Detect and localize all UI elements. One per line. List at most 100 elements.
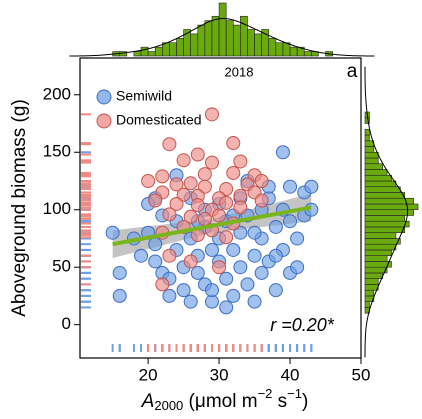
point xyxy=(226,165,241,180)
point xyxy=(197,211,212,226)
x-hist-bar xyxy=(133,51,142,57)
y-density-curve xyxy=(364,66,409,358)
y-hist-bar xyxy=(364,169,388,176)
point xyxy=(148,237,163,252)
point xyxy=(169,177,184,192)
legend-label: Domesticated xyxy=(116,112,202,128)
point xyxy=(176,187,191,202)
x-hist-bar xyxy=(190,33,199,57)
panel-frame xyxy=(79,57,362,359)
y-hist-bar xyxy=(364,249,392,257)
x-tick-label: 20 xyxy=(139,365,158,384)
y-tick-label: 0 xyxy=(62,314,71,333)
point xyxy=(112,265,127,280)
point xyxy=(183,254,198,269)
fit-line xyxy=(112,205,312,247)
point xyxy=(219,182,234,197)
point xyxy=(247,294,262,309)
y-tick-label: 100 xyxy=(43,199,71,218)
x-hist-bar xyxy=(275,42,284,57)
x-hist-bar xyxy=(254,33,262,57)
y-hist-bar xyxy=(364,174,392,182)
x-hist-bar xyxy=(232,24,241,57)
y-hist-bar xyxy=(364,180,397,188)
y-hist-bar xyxy=(364,226,406,234)
point xyxy=(268,219,283,234)
point xyxy=(233,225,248,240)
point xyxy=(141,173,156,188)
point xyxy=(183,209,198,224)
x-label-exp: −1 xyxy=(287,386,302,401)
y-hist-bar xyxy=(364,301,370,308)
point xyxy=(176,283,191,298)
y-hist-bar xyxy=(364,134,370,142)
y-hist-bar xyxy=(364,238,401,245)
point xyxy=(148,193,163,208)
y-hist-bar xyxy=(364,157,379,165)
x-hist-bar xyxy=(282,42,291,57)
point xyxy=(226,288,241,303)
point xyxy=(204,155,219,170)
point xyxy=(105,225,120,240)
x-tick-label: 40 xyxy=(281,365,300,384)
x-hist-bar xyxy=(147,51,156,57)
point xyxy=(190,265,205,280)
y-hist-bar xyxy=(364,220,410,228)
point xyxy=(134,248,149,263)
legend-marker xyxy=(96,89,112,105)
point xyxy=(268,248,283,263)
point xyxy=(304,179,319,194)
x-hist-bar xyxy=(169,42,177,57)
x-hist-bar xyxy=(162,42,170,57)
x-hist-bar xyxy=(211,15,220,57)
x-label-subscript: 2000 xyxy=(154,398,183,413)
point xyxy=(233,154,248,169)
point xyxy=(197,179,212,194)
y-hist-bar xyxy=(364,278,379,285)
point xyxy=(155,277,170,292)
y-hist-bar xyxy=(364,128,370,136)
point xyxy=(190,147,205,162)
point xyxy=(176,153,191,168)
x-hist-bar xyxy=(204,20,213,57)
y-hist-bar xyxy=(364,284,379,291)
x-label-exp: −2 xyxy=(258,386,273,401)
point xyxy=(268,283,283,298)
y-axis-label: Aboveground biomass (g) xyxy=(9,99,30,317)
point xyxy=(197,167,212,182)
y-hist-bar xyxy=(364,255,388,262)
y-hist-bar xyxy=(364,289,375,297)
point xyxy=(212,208,227,223)
panel-letter: a xyxy=(347,61,358,82)
x-hist-bar xyxy=(240,15,248,57)
point xyxy=(233,200,248,215)
point xyxy=(219,230,234,245)
point xyxy=(283,214,298,229)
point xyxy=(290,260,305,275)
point xyxy=(219,271,234,286)
y-hist-bar xyxy=(364,192,406,199)
x-hist-bar xyxy=(225,20,234,57)
x-label-unit: s xyxy=(272,391,287,412)
y-tick-label: 150 xyxy=(43,142,71,161)
point xyxy=(212,260,227,275)
legend-label: Semiwild xyxy=(116,88,172,104)
x-hist-bar xyxy=(197,24,206,57)
point xyxy=(247,225,262,240)
point xyxy=(162,248,177,263)
point xyxy=(183,176,198,191)
y-hist-bar xyxy=(364,146,375,153)
point xyxy=(162,207,177,222)
point xyxy=(148,254,163,269)
point xyxy=(226,136,241,151)
y-tick-label: 200 xyxy=(43,84,71,103)
x-label-unit: (μmol m xyxy=(183,391,257,412)
x-axis-label: A2000 (μmol m−2 s−1) xyxy=(141,386,309,413)
x-label-unit: ) xyxy=(302,391,308,412)
point xyxy=(219,195,234,210)
y-hist-bar xyxy=(364,209,414,216)
point xyxy=(283,179,298,194)
x-hist-bar xyxy=(247,29,255,57)
y-hist-bar xyxy=(364,151,379,159)
point xyxy=(155,169,170,184)
